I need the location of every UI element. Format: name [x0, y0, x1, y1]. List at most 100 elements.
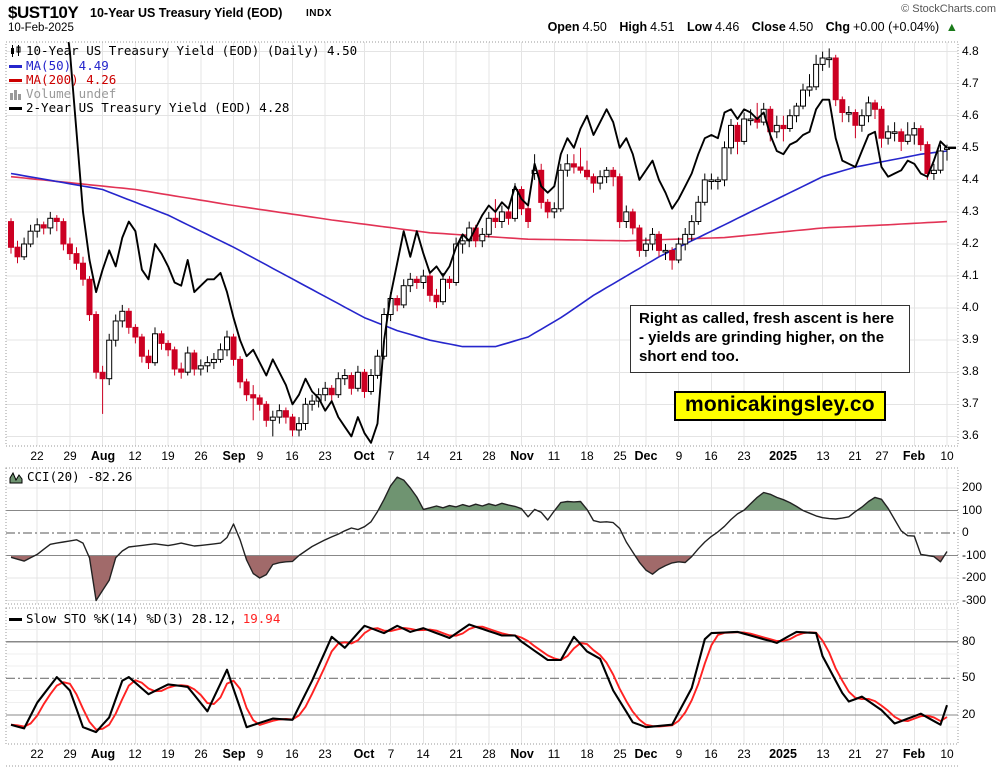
ma50-color-swatch — [9, 64, 22, 68]
legend-ma200: MA(200) 4.26 — [9, 73, 116, 87]
x-axis-label-bottom: 7 — [387, 747, 395, 761]
x-axis-label-bottom: 18 — [580, 747, 594, 761]
legend-sto: Slow STO %K(14) %D(3) 28.12, 19.94 — [9, 612, 280, 626]
main-y-axis-label: 3.9 — [962, 332, 979, 346]
x-axis-label: 19 — [161, 449, 175, 463]
watermark-link[interactable]: monicakingsley.co — [674, 391, 886, 421]
main-y-axis-label: 4.6 — [962, 108, 979, 122]
main-y-axis-label: 4.3 — [962, 204, 979, 218]
x-axis-label-bottom: 9 — [256, 747, 264, 761]
x-axis-label: 16 — [704, 449, 718, 463]
open-value: 4.50 — [582, 20, 607, 34]
main-y-axis-label: 4.2 — [962, 236, 979, 250]
legend-volume: Volume undef — [9, 87, 116, 101]
legend-volume-label: Volume undef — [26, 86, 117, 101]
cci-area-icon — [9, 471, 23, 483]
x-axis-label-bottom: 16 — [704, 747, 718, 761]
main-y-axis-label: 3.7 — [962, 396, 979, 410]
x-axis-label: Sep — [222, 449, 246, 463]
x-axis-label: 23 — [318, 449, 332, 463]
volume-bars-icon — [10, 89, 21, 100]
main-y-axis-label: 4.1 — [962, 268, 979, 282]
x-axis-label-bottom: Oct — [353, 747, 375, 761]
x-axis-label-bottom: 19 — [161, 747, 175, 761]
x-axis-label: 21 — [848, 449, 862, 463]
x-axis-label: 13 — [816, 449, 830, 463]
main-y-axis-label: 4.8 — [962, 44, 979, 58]
x-axis-label: 28 — [482, 449, 496, 463]
main-y-axis-label: 3.8 — [962, 364, 979, 378]
x-axis-label: 16 — [285, 449, 299, 463]
low-value: 4.46 — [714, 20, 740, 34]
x-axis-label-bottom: 23 — [318, 747, 332, 761]
x-axis-label: 23 — [737, 449, 751, 463]
main-y-axis-label: 4.5 — [962, 140, 979, 154]
candlestick-icon — [11, 45, 21, 57]
legend-sto-d-value: 19.94 — [242, 611, 281, 626]
chg-label: Chg — [825, 20, 850, 34]
overlay-2y-color-swatch — [9, 106, 22, 110]
cci-y-axis-label: 200 — [962, 480, 983, 494]
x-axis-label: Oct — [353, 449, 375, 463]
x-axis-label-bottom: 29 — [63, 747, 77, 761]
x-axis-label-bottom: 12 — [128, 747, 142, 761]
x-axis-label-bottom: Aug — [90, 747, 116, 761]
x-axis-label: 2025 — [769, 449, 797, 463]
legend-2y-overlay: 2-Year US Treasury Yield (EOD) 4.28 — [9, 101, 289, 115]
legend-cci-label: CCI(20) -82.26 — [27, 469, 133, 484]
x-axis-label: Nov — [510, 449, 534, 463]
x-axis-label: 25 — [613, 449, 627, 463]
x-axis-label-bottom: 22 — [30, 747, 44, 761]
x-axis-label-bottom: Nov — [510, 747, 534, 761]
main-y-axis-label: 4.7 — [962, 76, 979, 90]
legend-ma50: MA(50) 4.49 — [9, 59, 109, 73]
x-axis-label: 27 — [875, 449, 889, 463]
x-axis-label: 7 — [387, 449, 395, 463]
x-axis-label-bottom: 21 — [848, 747, 862, 761]
main-y-axis-label: 4.0 — [962, 300, 979, 314]
x-axis-label: 21 — [449, 449, 463, 463]
cci-y-axis-label: -300 — [962, 593, 987, 607]
low-label: Low — [686, 20, 712, 34]
x-axis-label-bottom: Dec — [634, 747, 658, 761]
chart-date: 10-Feb-2025 — [8, 22, 74, 34]
ticker-symbol: $UST10Y — [8, 3, 79, 22]
x-axis-label: 9 — [256, 449, 264, 463]
x-axis-label-bottom: Feb — [902, 747, 926, 761]
x-axis-label: 29 — [63, 449, 77, 463]
cci-y-axis-label: -200 — [962, 570, 987, 584]
x-axis-label-bottom: 21 — [449, 747, 463, 761]
x-axis-label: 14 — [416, 449, 430, 463]
x-axis-label-bottom: 28 — [482, 747, 496, 761]
x-axis-label: Feb — [902, 449, 926, 463]
high-label: High — [619, 20, 648, 34]
annotation-box: Right as called, fresh ascent is here - … — [630, 305, 910, 373]
x-axis-label: 9 — [675, 449, 683, 463]
sto-y-axis-label: 80 — [962, 634, 976, 648]
x-axis-label: 10 — [940, 449, 954, 463]
sto-y-axis-label: 20 — [962, 707, 976, 721]
open-label: Open — [547, 20, 580, 34]
ohlc-quote-bar: Open 4.50 High 4.51 Low 4.46 Close 4.50 Chg +… — [539, 20, 958, 34]
x-axis-label: 11 — [547, 449, 561, 463]
x-axis-label-bottom: 23 — [737, 747, 751, 761]
x-axis-label: Dec — [634, 449, 658, 463]
x-axis-label-bottom: 27 — [875, 747, 889, 761]
copyright: © StockCharts.com — [901, 3, 996, 15]
x-axis-label-bottom: 25 — [613, 747, 627, 761]
sto-k-color-swatch — [9, 617, 22, 621]
high-value: 4.51 — [650, 20, 675, 34]
chg-value: +0.00 (+0.04%) — [852, 20, 940, 34]
x-axis-label-bottom: Sep — [222, 747, 246, 761]
exchange-label: INDX — [306, 8, 332, 19]
legend-main-series: 10-Year US Treasury Yield (EOD) (Daily) … — [9, 44, 357, 58]
x-axis-label-bottom: 2025 — [769, 747, 797, 761]
x-axis-label-bottom: 16 — [285, 747, 299, 761]
legend-cci: CCI(20) -82.26 — [9, 470, 132, 484]
close-label: Close — [751, 20, 786, 34]
main-y-axis-label: 4.4 — [962, 172, 979, 186]
sto-y-axis-label: 50 — [962, 670, 976, 684]
x-axis-label: 18 — [580, 449, 594, 463]
